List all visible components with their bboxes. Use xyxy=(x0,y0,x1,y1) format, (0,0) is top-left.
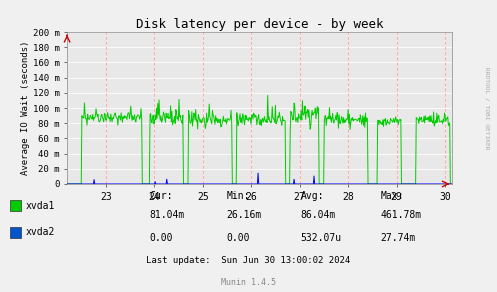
Text: 461.78m: 461.78m xyxy=(380,210,421,220)
Text: 81.04m: 81.04m xyxy=(149,210,184,220)
Text: xvda2: xvda2 xyxy=(26,227,55,237)
Text: Cur:: Cur: xyxy=(149,191,172,201)
Text: RRDTOOL / TOBI OETIKER: RRDTOOL / TOBI OETIKER xyxy=(485,67,490,149)
Text: 86.04m: 86.04m xyxy=(301,210,336,220)
Text: Last update:  Sun Jun 30 13:00:02 2024: Last update: Sun Jun 30 13:00:02 2024 xyxy=(147,256,350,265)
Title: Disk latency per device - by week: Disk latency per device - by week xyxy=(136,18,383,31)
Text: xvda1: xvda1 xyxy=(26,201,55,211)
Text: 532.07u: 532.07u xyxy=(301,233,342,243)
Text: 27.74m: 27.74m xyxy=(380,233,415,243)
Y-axis label: Average IO Wait (seconds): Average IO Wait (seconds) xyxy=(21,41,30,175)
Text: 0.00: 0.00 xyxy=(226,233,249,243)
Text: Munin 1.4.5: Munin 1.4.5 xyxy=(221,278,276,287)
Text: 26.16m: 26.16m xyxy=(226,210,261,220)
Text: Max:: Max: xyxy=(380,191,404,201)
Text: Min:: Min: xyxy=(226,191,249,201)
Text: Avg:: Avg: xyxy=(301,191,324,201)
Text: 0.00: 0.00 xyxy=(149,233,172,243)
